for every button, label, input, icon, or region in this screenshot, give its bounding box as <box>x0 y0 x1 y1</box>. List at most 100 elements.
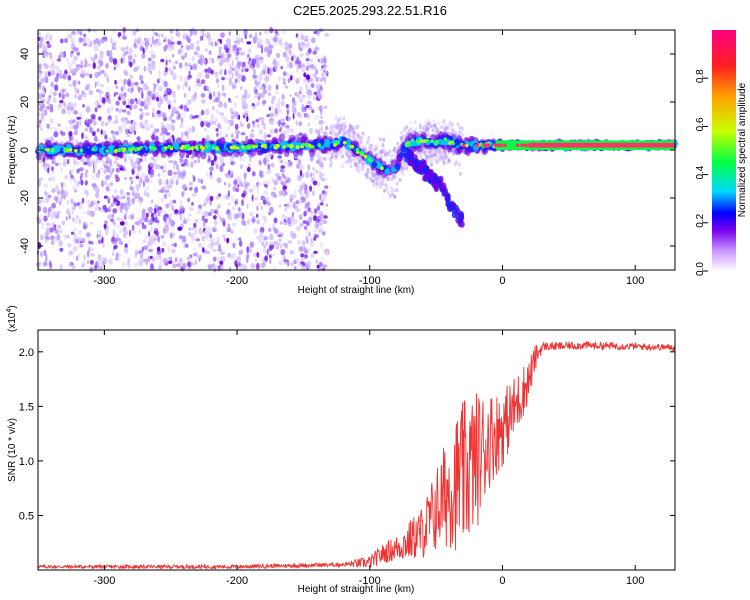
heatmap-speckle <box>131 161 136 167</box>
heatmap-speckle <box>349 164 353 169</box>
heatmap-speckle <box>194 259 198 266</box>
heatmap-core-point <box>163 146 168 150</box>
heatmap-speckle <box>211 226 217 232</box>
heatmap-speckle <box>97 230 102 234</box>
heatmap-speckle <box>48 95 51 98</box>
heatmap-speckle <box>264 79 267 85</box>
heatmap-speckle <box>110 37 113 44</box>
heatmap-speckle <box>246 93 251 99</box>
heatmap-speckle <box>210 245 213 250</box>
heatmap-speckle <box>299 223 304 227</box>
heatmap-speckle <box>97 254 102 261</box>
heatmap-speckle <box>233 213 238 220</box>
heatmap-speckle <box>49 126 53 130</box>
heatmap-speckle <box>218 46 223 50</box>
heatmap-speckle <box>54 76 59 83</box>
heatmap-speckle <box>106 107 111 115</box>
heatmap-speckle <box>393 146 397 151</box>
heatmap-speckle <box>181 190 185 198</box>
heatmap-speckle <box>299 192 304 198</box>
heatmap-speckle <box>67 253 72 257</box>
heatmap-speckle <box>300 261 304 265</box>
heatmap-speckle <box>63 104 67 109</box>
heatmap-speckle <box>228 73 231 80</box>
heatmap-speckle <box>311 167 316 171</box>
heatmap-speckle <box>113 244 118 250</box>
heatmap-speckle <box>140 80 144 85</box>
heatmap-core-point <box>79 148 84 152</box>
heatmap-speckle <box>361 167 365 172</box>
heatmap-speckle <box>277 76 281 82</box>
heatmap-speckle <box>95 187 100 190</box>
heatmap-speckle <box>127 54 133 61</box>
heatmap-speckle <box>246 246 250 254</box>
heatmap-speckle <box>312 50 318 55</box>
heatmap-speckle <box>262 102 266 106</box>
heatmap-speckle <box>184 158 188 165</box>
heatmap-speckle <box>240 132 246 136</box>
heatmap-speckle <box>149 168 155 175</box>
heatmap-speckle <box>292 113 295 120</box>
heatmap-speckle <box>200 178 204 184</box>
heatmap-speckle <box>179 62 183 69</box>
heatmap-speckle <box>246 256 249 264</box>
heatmap-speckle <box>44 239 48 244</box>
heatmap-speckle <box>180 117 184 124</box>
heatmap-speckle <box>233 102 237 108</box>
heatmap-speckle <box>235 198 239 203</box>
heatmap-speckle <box>122 32 126 37</box>
heatmap-speckle <box>215 127 219 132</box>
heatmap-speckle <box>231 59 234 67</box>
heatmap-speckle <box>117 32 122 37</box>
heatmap-speckle <box>95 100 100 106</box>
heatmap-ridge-point <box>107 148 114 155</box>
heatmap-speckle <box>104 169 107 173</box>
heatmap-speckle <box>255 262 260 270</box>
heatmap-speckle <box>198 227 203 235</box>
heatmap-speckle <box>79 120 82 126</box>
heatmap-speckle <box>321 72 325 78</box>
heatmap-speckle <box>116 217 121 221</box>
heatmap-speckle <box>216 132 219 137</box>
heatmap-speckle <box>140 101 145 107</box>
heatmap-speckle <box>236 132 239 139</box>
heatmap-speckle <box>438 148 442 153</box>
heatmap-speckle <box>195 238 201 242</box>
heatmap-speckle <box>75 64 81 69</box>
heatmap-speckle <box>225 47 230 54</box>
heatmap-speckle <box>241 199 244 207</box>
heatmap-speckle <box>241 182 244 188</box>
heatmap-speckle <box>194 186 199 194</box>
heatmap-speckle <box>192 30 197 36</box>
heatmap-speckle <box>88 241 94 244</box>
heatmap-speckle <box>237 207 241 212</box>
heatmap-speckle <box>74 93 77 99</box>
heatmap-speckle <box>95 192 100 199</box>
heatmap-speckle <box>171 248 176 254</box>
heatmap-speckle <box>120 46 125 52</box>
heatmap-speckle <box>205 73 210 79</box>
heatmap-speckle <box>230 115 235 120</box>
heatmap-speckle <box>115 176 120 183</box>
heatmap-speckle <box>298 121 303 126</box>
heatmap-speckle <box>215 195 220 200</box>
heatmap-speckle <box>425 128 429 132</box>
heatmap-speckle <box>217 91 221 99</box>
heatmap-speckle <box>68 66 73 72</box>
heatmap-speckle <box>223 237 226 242</box>
heatmap-speckle <box>168 184 173 189</box>
heatmap-speckle <box>124 211 128 218</box>
heatmap-speckle <box>219 216 222 221</box>
heatmap-speckle <box>188 70 191 75</box>
heatmap-speckle <box>353 137 357 142</box>
heatmap-speckle <box>60 166 63 173</box>
heatmap-speckle <box>173 60 176 68</box>
heatmap-speckle <box>193 252 198 257</box>
heatmap-branch-point <box>403 155 409 163</box>
heatmap-speckle <box>297 246 302 252</box>
heatmap-speckle <box>191 125 196 133</box>
heatmap-speckle <box>121 195 126 200</box>
heatmap-speckle <box>243 31 248 38</box>
heatmap-speckle <box>75 161 80 165</box>
heatmap-speckle <box>120 57 123 64</box>
